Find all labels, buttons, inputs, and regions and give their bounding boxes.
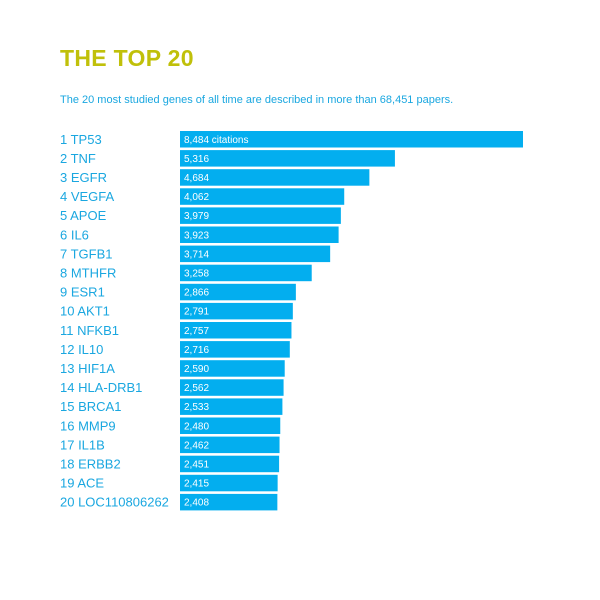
category-label: 11 NFKB1 — [60, 323, 119, 338]
bar — [180, 150, 395, 167]
category-label: 10 AKT1 — [60, 304, 110, 319]
data-label: 2,462 — [184, 440, 209, 451]
data-label: 2,590 — [184, 364, 209, 375]
category-label: 20 LOC110806262 — [60, 495, 169, 510]
bar — [180, 474, 278, 492]
category-label: 14 HLA-DRB1 — [60, 380, 142, 395]
data-label: 2,757 — [184, 326, 209, 337]
data-label: 3,258 — [184, 268, 209, 279]
data-label: 2,866 — [184, 288, 209, 299]
category-label: 5 APOE — [60, 208, 107, 223]
category-label: 19 ACE — [60, 476, 104, 491]
bar — [180, 436, 280, 454]
category-label: 4 VEGFA — [60, 189, 115, 204]
data-label: 2,562 — [184, 383, 209, 394]
category-label: 8 MTHFR — [60, 265, 116, 280]
data-label: 2,415 — [184, 479, 209, 490]
bar — [180, 493, 278, 511]
data-label: 2,533 — [184, 402, 209, 413]
category-label: 12 IL10 — [60, 342, 103, 357]
bar — [180, 455, 280, 473]
bar — [180, 131, 523, 148]
bar — [180, 398, 283, 415]
bar — [180, 379, 284, 396]
category-label: 1 TP53 — [60, 132, 102, 147]
bar — [180, 360, 285, 377]
data-label: 3,923 — [184, 230, 209, 241]
data-label: 8,484 citations — [184, 135, 249, 146]
data-label: 3,979 — [184, 211, 209, 222]
category-label: 18 ERBB2 — [60, 456, 121, 471]
category-label: 7 TGFB1 — [60, 246, 113, 261]
data-label: 4,062 — [184, 192, 209, 203]
category-label: 16 MMP9 — [60, 418, 116, 433]
bar — [180, 341, 290, 358]
data-label: 2,480 — [184, 421, 209, 432]
bar — [180, 302, 293, 320]
bar — [180, 264, 312, 282]
category-label: 3 EGFR — [60, 170, 107, 185]
bar — [180, 226, 339, 243]
data-label: 2,716 — [184, 345, 209, 356]
bar — [180, 169, 370, 186]
category-label: 6 IL6 — [60, 227, 89, 242]
category-label: 2 TNF — [60, 151, 96, 166]
category-label: 13 HIF1A — [60, 361, 115, 376]
category-label: 9 ESR1 — [60, 285, 105, 300]
category-label: 15 BRCA1 — [60, 399, 121, 414]
bar — [180, 322, 292, 339]
data-label: 2,451 — [184, 459, 209, 470]
data-label: 2,408 — [184, 498, 209, 509]
data-label: 5,316 — [184, 154, 209, 165]
chart-title: THE TOP 20 — [60, 45, 194, 71]
category-label: 17 IL1B — [60, 437, 105, 452]
bar — [180, 207, 341, 224]
data-label: 4,684 — [184, 173, 209, 184]
bar — [180, 188, 345, 205]
bar — [180, 245, 331, 263]
bar — [180, 283, 296, 301]
data-label: 2,791 — [184, 307, 209, 318]
data-label: 3,714 — [184, 249, 209, 260]
bar — [180, 417, 281, 434]
chart-subtitle: The 20 most studied genes of all time ar… — [60, 94, 454, 106]
